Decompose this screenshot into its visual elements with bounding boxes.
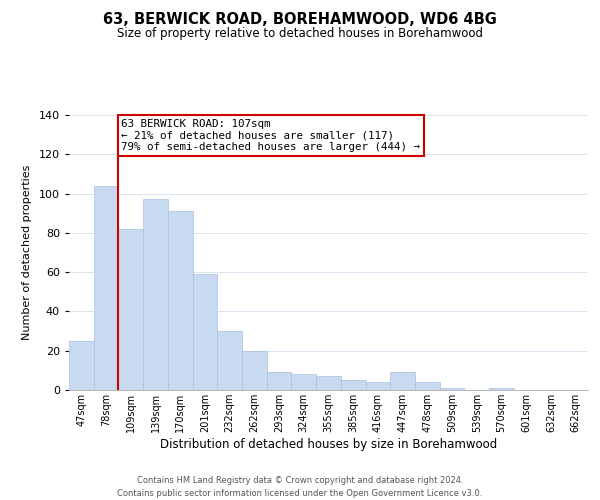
Bar	[193, 274, 217, 390]
Text: 63, BERWICK ROAD, BOREHAMWOOD, WD6 4BG: 63, BERWICK ROAD, BOREHAMWOOD, WD6 4BG	[103, 12, 497, 28]
Bar	[415, 382, 440, 390]
Bar	[365, 382, 390, 390]
Bar	[440, 388, 464, 390]
Bar	[390, 372, 415, 390]
Bar	[316, 376, 341, 390]
X-axis label: Distribution of detached houses by size in Borehamwood: Distribution of detached houses by size …	[160, 438, 497, 450]
Bar	[94, 186, 118, 390]
Text: 63 BERWICK ROAD: 107sqm
← 21% of detached houses are smaller (117)
79% of semi-d: 63 BERWICK ROAD: 107sqm ← 21% of detache…	[121, 119, 421, 152]
Text: Contains HM Land Registry data © Crown copyright and database right 2024.
Contai: Contains HM Land Registry data © Crown c…	[118, 476, 482, 498]
Bar	[267, 372, 292, 390]
Bar	[489, 388, 514, 390]
Bar	[217, 331, 242, 390]
Bar	[69, 341, 94, 390]
Y-axis label: Number of detached properties: Number of detached properties	[22, 165, 32, 340]
Bar	[242, 350, 267, 390]
Text: Size of property relative to detached houses in Borehamwood: Size of property relative to detached ho…	[117, 28, 483, 40]
Bar	[292, 374, 316, 390]
Bar	[341, 380, 365, 390]
Bar	[143, 200, 168, 390]
Bar	[168, 211, 193, 390]
Bar	[118, 229, 143, 390]
